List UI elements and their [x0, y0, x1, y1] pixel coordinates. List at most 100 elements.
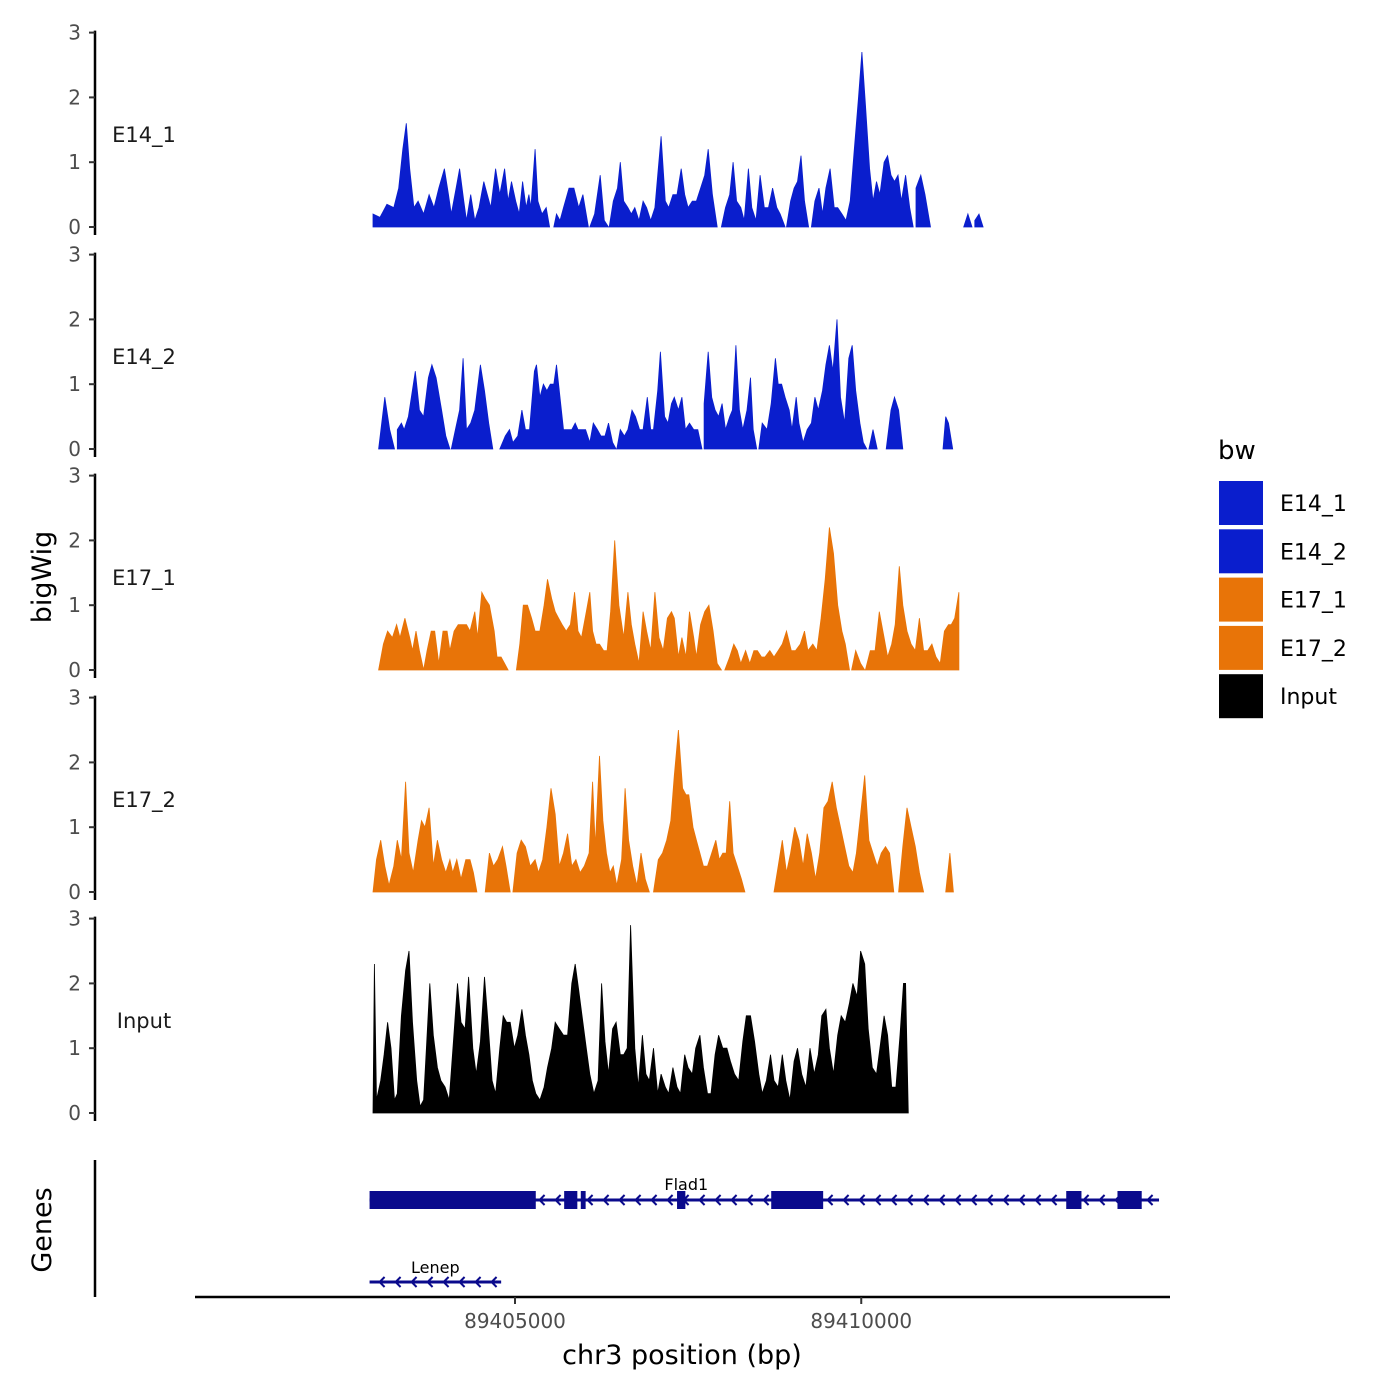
- strand-arrow: [986, 1194, 994, 1206]
- legend-key: [1219, 674, 1263, 719]
- signal-area: [653, 729, 746, 893]
- signal-area: [945, 853, 954, 893]
- strand-arrow: [602, 1194, 610, 1206]
- y-tick-label: 2: [68, 307, 81, 331]
- strand-arrow: [1098, 1194, 1106, 1206]
- legend-key: [1219, 481, 1263, 525]
- strand-arrow: [1082, 1194, 1090, 1206]
- signal-area: [515, 540, 723, 671]
- signal-area: [703, 345, 758, 450]
- y-tick-label: 0: [68, 880, 81, 904]
- strand-arrow: [858, 1194, 866, 1206]
- signal-tracks: 0 1 2 3 E14_1 0 1 2 3 E14_2 0 1 2 3 E17_1 0 1 2 3 E17_2 0 1 2 3…: [68, 21, 984, 1125]
- y-axis-title-bigwig: bigWig: [27, 531, 58, 624]
- strand-arrow: [410, 1276, 418, 1288]
- gene-exon: [580, 1191, 586, 1209]
- legend-label: E14_1: [1280, 492, 1347, 517]
- signal-area: [773, 775, 895, 893]
- signal-area: [864, 566, 960, 671]
- strand-arrow: [554, 1194, 562, 1206]
- strand-arrow: [666, 1194, 674, 1206]
- strand-arrow: [714, 1194, 722, 1206]
- legend-label: E14_2: [1280, 540, 1347, 565]
- strand-arrow: [426, 1276, 434, 1288]
- track-e14-2: 0 1 2 3 E14_2: [68, 243, 954, 461]
- strand-arrow: [458, 1276, 466, 1288]
- y-tick-label: 1: [68, 372, 81, 396]
- strand-arrow: [586, 1194, 594, 1206]
- strand-arrow: [890, 1194, 898, 1206]
- signal-area: [868, 429, 878, 450]
- legend-title: bw: [1218, 436, 1256, 466]
- y-tick-label: 0: [68, 658, 81, 682]
- gene-lenep: Lenep: [369, 1258, 502, 1288]
- y-tick-label: 0: [68, 215, 81, 239]
- strand-arrow: [746, 1194, 754, 1206]
- strand-arrow: [698, 1194, 706, 1206]
- signal-area: [724, 527, 850, 671]
- y-tick-label: 2: [68, 528, 81, 552]
- legend-label: Input: [1280, 685, 1337, 710]
- gene-track: Flad1 Lenep: [93, 1160, 1160, 1297]
- signal-area: [484, 845, 511, 893]
- signal-area: [885, 395, 904, 450]
- gene-label: Lenep: [411, 1258, 460, 1277]
- strand-arrow: [906, 1194, 914, 1206]
- strand-arrow: [378, 1276, 386, 1288]
- signal-area: [974, 213, 984, 228]
- signal-area: [616, 351, 703, 450]
- strand-arrow: [730, 1194, 738, 1206]
- signal-area: [499, 364, 617, 450]
- signal-area: [372, 925, 909, 1114]
- track-label: Input: [117, 1009, 171, 1033]
- track-input: 0 1 2 3 Input: [68, 907, 909, 1125]
- signal-area: [963, 212, 973, 228]
- y-tick-label: 0: [68, 437, 81, 461]
- strand-arrow: [490, 1276, 498, 1288]
- gene-exon: [1066, 1191, 1082, 1209]
- y-tick-label: 3: [68, 21, 81, 45]
- signal-area: [372, 781, 478, 893]
- track-e17-1: 0 1 2 3 E17_1: [68, 464, 960, 682]
- signal-area: [512, 755, 650, 893]
- y-tick-label: 0: [68, 1101, 81, 1125]
- y-tick-label: 1: [68, 1036, 81, 1060]
- signal-area: [396, 363, 451, 450]
- strand-arrow: [1018, 1194, 1026, 1206]
- signal-area: [589, 175, 610, 228]
- gene-exon: [677, 1191, 686, 1209]
- y-tick-label: 1: [68, 150, 81, 174]
- y-axis-title-genes: Genes: [27, 1187, 58, 1272]
- track-label: E17_1: [112, 566, 176, 591]
- x-tick-label: 89405000: [464, 1309, 566, 1333]
- y-tick-label: 3: [68, 243, 81, 267]
- signal-area: [378, 397, 396, 450]
- strand-arrow: [442, 1276, 450, 1288]
- strand-arrow: [938, 1194, 946, 1206]
- legend-label: E17_1: [1280, 589, 1347, 614]
- signal-area: [450, 358, 494, 450]
- strand-arrow: [922, 1194, 930, 1206]
- strand-arrow: [970, 1194, 978, 1206]
- signal-area: [378, 590, 509, 671]
- gene-exon: [771, 1191, 824, 1209]
- gene-flad1: Flad1: [369, 1175, 1160, 1209]
- strand-arrow: [826, 1194, 834, 1206]
- y-tick-label: 3: [68, 686, 81, 710]
- gene-exon: [1117, 1191, 1142, 1209]
- signal-area: [915, 173, 931, 228]
- signal-area: [851, 649, 866, 671]
- gene-exon: [564, 1191, 578, 1209]
- track-e14-1: 0 1 2 3 E14_1: [68, 21, 984, 239]
- strand-arrow: [842, 1194, 850, 1206]
- strand-arrow: [474, 1276, 482, 1288]
- y-tick-label: 2: [68, 85, 81, 109]
- y-tick-label: 1: [68, 815, 81, 839]
- track-label: E14_2: [112, 345, 176, 370]
- strand-arrow: [1146, 1194, 1154, 1206]
- track-label: E17_2: [112, 788, 176, 813]
- strand-arrow: [634, 1194, 642, 1206]
- strand-arrow: [762, 1194, 770, 1206]
- x-axis-title: chr3 position (bp): [562, 1340, 802, 1371]
